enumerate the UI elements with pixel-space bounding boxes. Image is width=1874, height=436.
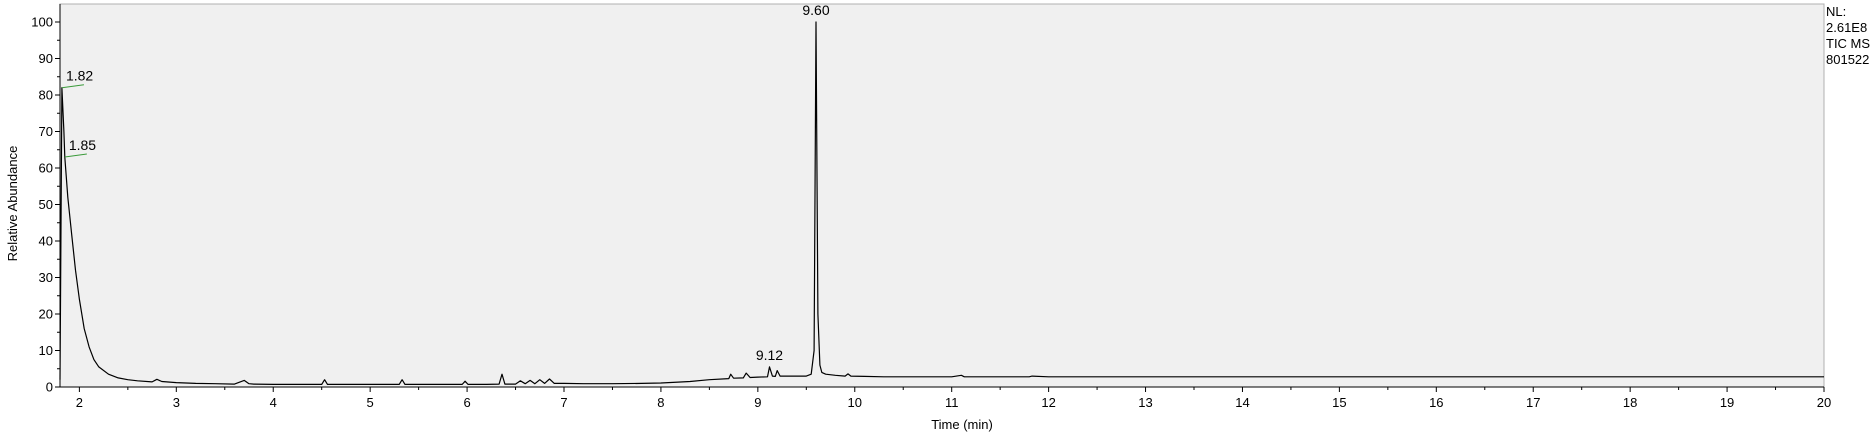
y-tick-label: 50 (39, 197, 53, 212)
x-tick-label: 13 (1138, 395, 1152, 410)
y-tick-label: 60 (39, 161, 53, 176)
x-tick-label: 10 (848, 395, 862, 410)
x-tick-label: 11 (945, 395, 959, 410)
y-tick-label: 70 (39, 124, 53, 139)
x-tick-label: 3 (173, 395, 180, 410)
peak-label: 9.12 (756, 347, 783, 363)
peak-label: 1.85 (69, 137, 96, 153)
x-tick-label: 6 (463, 395, 470, 410)
y-tick-label: 10 (39, 343, 53, 358)
y-tick-label: 80 (39, 88, 53, 103)
nl-label: NL: (1826, 4, 1847, 19)
x-tick-label: 15 (1332, 395, 1346, 410)
series-line-0 (59, 21, 1824, 385)
plot-area (59, 3, 1825, 388)
x-tick-label: 8 (657, 395, 664, 410)
x-tick-label: 4 (270, 395, 277, 410)
trace-label: TIC MS (1826, 36, 1871, 51)
y-tick-label: 90 (39, 51, 53, 66)
peak-label: 1.82 (66, 68, 93, 84)
y-tick-label: 30 (39, 270, 53, 285)
x-tick-label: 17 (1526, 395, 1540, 410)
x-tick-label: 7 (560, 395, 567, 410)
peak-label: 9.60 (802, 2, 829, 18)
x-tick-label: 18 (1623, 395, 1637, 410)
x-tick-label: 2 (76, 395, 83, 410)
y-tick-label: 40 (39, 234, 53, 249)
peak-marker-tick (64, 153, 87, 158)
x-tick-label: 5 (367, 395, 374, 410)
y-tick-label: 0 (46, 380, 53, 395)
y-tick-label: 20 (39, 307, 53, 322)
x-tick-label: 9 (754, 395, 761, 410)
x-tick-label: 16 (1429, 395, 1443, 410)
nl-value: 2.61E8 (1826, 20, 1868, 35)
file-id: 801522 (1826, 52, 1870, 67)
x-tick-label: 20 (1817, 395, 1831, 410)
y-tick-label: 100 (31, 15, 53, 30)
y-axis-title: Relative Abundance (5, 146, 20, 262)
x-axis-title: Time (min) (931, 417, 993, 432)
info-panel: NL: 2.61E8 TIC MS 801522 (1826, 4, 1870, 68)
x-tick-label: 19 (1720, 395, 1734, 410)
x-tick-label: 12 (1041, 395, 1055, 410)
x-tick-label: 14 (1235, 395, 1249, 410)
peak-marker-tick (61, 84, 85, 89)
